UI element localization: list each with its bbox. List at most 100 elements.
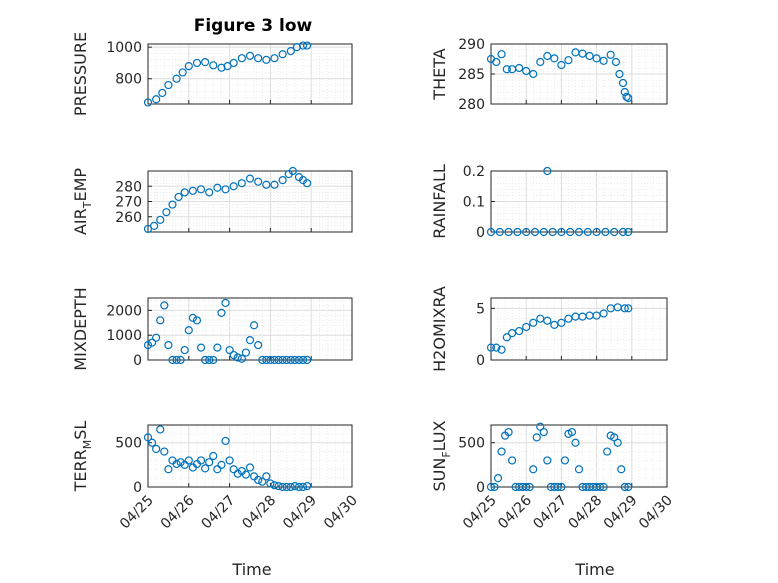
data-point (254, 177, 263, 186)
axes-background (148, 298, 352, 360)
data-point (237, 354, 246, 363)
data-point (286, 482, 295, 492)
data-point (180, 460, 189, 469)
data-point (288, 166, 297, 176)
data-point (613, 438, 622, 447)
data-point (152, 333, 161, 342)
data-point (557, 60, 566, 70)
y-tick-label: 0 (133, 353, 142, 369)
data-point (278, 50, 287, 59)
figure-title: Figure 3 low (194, 16, 313, 36)
y-axis-label: AIRTEMP (71, 168, 94, 235)
data-point (270, 180, 279, 189)
data-point (585, 51, 594, 61)
data-point (164, 341, 173, 350)
data-point (567, 427, 577, 437)
data-point (566, 227, 575, 237)
data-point (532, 433, 541, 442)
data-point (557, 482, 566, 492)
data-point (180, 345, 189, 355)
data-point (504, 227, 513, 237)
data-point (262, 55, 271, 64)
data-point (522, 66, 531, 76)
data-point (548, 227, 557, 237)
data-point (592, 54, 601, 63)
data-point (603, 447, 612, 456)
data-point (262, 180, 271, 189)
data-point (184, 326, 193, 335)
data-point (233, 353, 242, 362)
y-tick-label: 0 (133, 480, 142, 496)
data-point (543, 456, 552, 465)
data-point (258, 477, 267, 486)
data-point (624, 304, 633, 313)
data-point (620, 304, 629, 313)
data-point (213, 343, 222, 352)
data-point (147, 338, 157, 347)
data-point (303, 482, 312, 491)
y-axis-label: RAINFALL (430, 164, 449, 239)
data-point (254, 54, 263, 63)
data-point (278, 355, 287, 365)
data-point (266, 479, 275, 488)
data-point (274, 482, 283, 491)
data-point (254, 475, 263, 485)
data-point (294, 482, 304, 492)
data-point (530, 227, 540, 237)
data-point (606, 50, 615, 59)
data-point (229, 350, 238, 360)
data-point (156, 316, 165, 325)
y-tick-label: 1000 (106, 40, 142, 56)
data-point (164, 465, 173, 474)
axes-background (148, 44, 352, 104)
data-point (615, 69, 624, 79)
y-tick-label: 500 (115, 436, 142, 452)
data-point (617, 465, 626, 474)
x-tick-label: 04/29 (601, 493, 641, 533)
data-point (172, 74, 181, 83)
data-point (156, 215, 165, 224)
data-point (172, 459, 181, 469)
x-tick-label: 04/29 (280, 493, 320, 533)
data-point (508, 456, 517, 465)
data-point (180, 188, 189, 197)
data-point (245, 51, 255, 60)
data-point (152, 95, 161, 104)
data-point (543, 51, 552, 61)
data-point (245, 463, 255, 472)
data-point (583, 227, 592, 237)
data-point (490, 482, 499, 492)
data-point (596, 482, 605, 492)
data-point (278, 176, 287, 185)
data-point (536, 57, 545, 67)
data-point (610, 227, 619, 237)
y-tick-label: 0 (476, 480, 485, 496)
data-point (290, 482, 299, 491)
data-point (601, 227, 610, 237)
data-point (196, 185, 206, 194)
y-tick-label: 280 (115, 179, 142, 195)
data-point (188, 186, 197, 195)
data-point (188, 313, 197, 322)
data-point (178, 68, 187, 77)
data-point (529, 69, 538, 79)
panel-pressure: 800 1000 PRESSURE (71, 32, 353, 116)
data-point (245, 336, 255, 345)
data-point (270, 355, 279, 365)
data-point (495, 227, 504, 237)
data-point (274, 355, 283, 365)
data-point (143, 433, 153, 442)
y-tick-label: 800 (115, 72, 142, 88)
data-point (564, 56, 573, 65)
data-point (492, 343, 501, 352)
data-point (150, 221, 159, 230)
data-point (254, 341, 263, 350)
data-point (201, 355, 210, 365)
data-point (622, 92, 631, 101)
x-tick-label: 04/27 (530, 493, 570, 533)
data-point (237, 54, 246, 63)
axes-box (490, 297, 668, 361)
y-axis-label: H2OMIXRA (430, 286, 449, 372)
data-point (209, 451, 218, 461)
data-point (143, 98, 153, 107)
